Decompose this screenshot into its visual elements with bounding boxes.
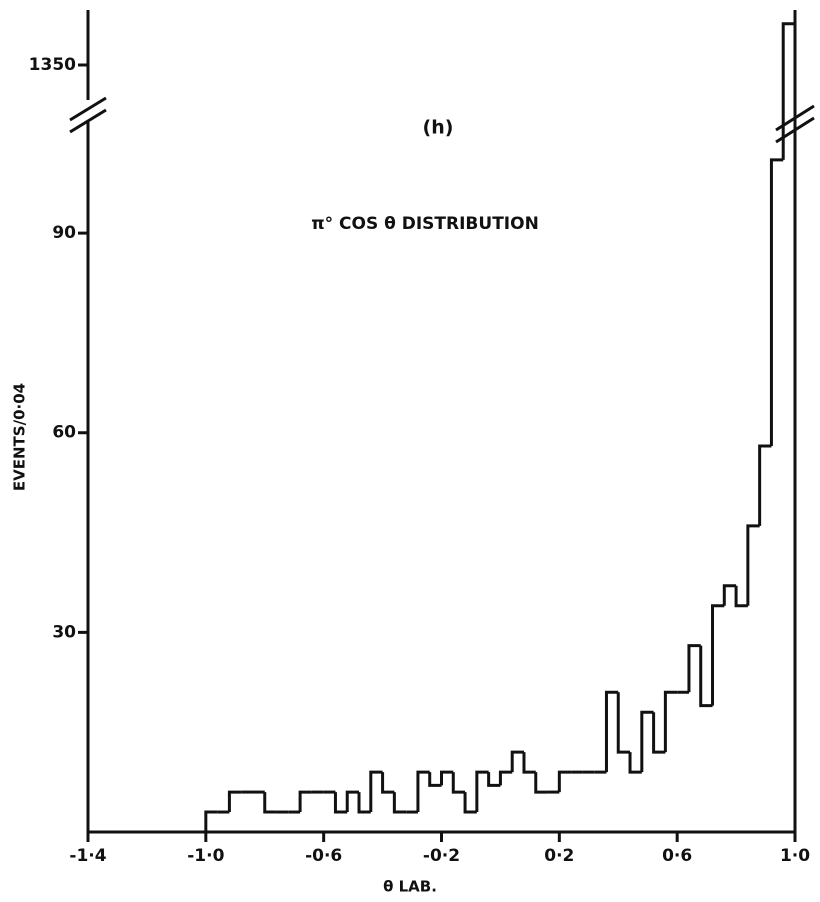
- histogram-bin: [475, 770, 489, 813]
- histogram-bin: [711, 604, 725, 706]
- histogram-bin: [734, 585, 748, 608]
- histogram-bin: [687, 644, 701, 693]
- histogram-bin: [557, 770, 572, 793]
- histogram-bin: [381, 772, 395, 794]
- histogram-bin: [640, 710, 654, 773]
- panel-label: (h): [423, 117, 454, 139]
- x-tick-label: 0·2: [544, 846, 574, 866]
- histogram-bin: [416, 770, 430, 813]
- x-tick-label: -1·0: [187, 846, 224, 866]
- histogram-bin: [604, 690, 619, 773]
- histogram-bin: [746, 524, 760, 606]
- y-tick-label: 30: [52, 622, 76, 642]
- x-axis-label: θ LAB.: [383, 878, 437, 896]
- histogram-bin: [333, 792, 348, 814]
- histogram-bin: [498, 770, 513, 786]
- histogram-bin: [522, 752, 536, 774]
- histogram-bin: [357, 792, 371, 814]
- x-tick-label: -0·2: [423, 846, 460, 866]
- histogram-bin: [758, 444, 772, 526]
- histogram-bin: [227, 790, 242, 813]
- histogram-bin: [722, 584, 737, 606]
- chart-title: π° COS θ DISTRIBUTION: [311, 214, 539, 234]
- histogram-bin: [510, 750, 524, 773]
- x-tick-label: -1·4: [69, 846, 106, 866]
- histogram-bin: [369, 770, 383, 813]
- histogram-bin: [699, 645, 713, 708]
- y-tick-label: 60: [52, 423, 76, 443]
- x-tick-label: 0·6: [662, 846, 692, 866]
- histogram-bin: [652, 712, 666, 754]
- histogram-bin: [451, 772, 466, 794]
- histogram-bin: [440, 770, 454, 786]
- histogram-bin: [428, 772, 442, 787]
- x-tick-label: 1·0: [780, 846, 810, 866]
- histogram-bin: [628, 752, 642, 774]
- histogram-bin: [663, 690, 678, 753]
- y-axis-label: EVENTS/0·04: [11, 383, 29, 491]
- histogram-bin: [392, 792, 407, 814]
- histogram-bin: [204, 810, 218, 832]
- histogram-bin: [463, 792, 477, 814]
- histogram-bin: [769, 158, 784, 447]
- histogram-bin: [298, 790, 312, 813]
- histogram-bin: [263, 792, 277, 814]
- histogram-bin: [616, 692, 631, 754]
- y-tick-label: 90: [52, 223, 76, 243]
- x-tick-label: -0·6: [305, 846, 342, 866]
- y-tick-label: 1350: [29, 55, 76, 75]
- histogram-bin: [487, 772, 501, 787]
- histogram-bin: [534, 772, 548, 794]
- histogram-bin: [345, 790, 360, 813]
- histogram-bin: [781, 22, 797, 832]
